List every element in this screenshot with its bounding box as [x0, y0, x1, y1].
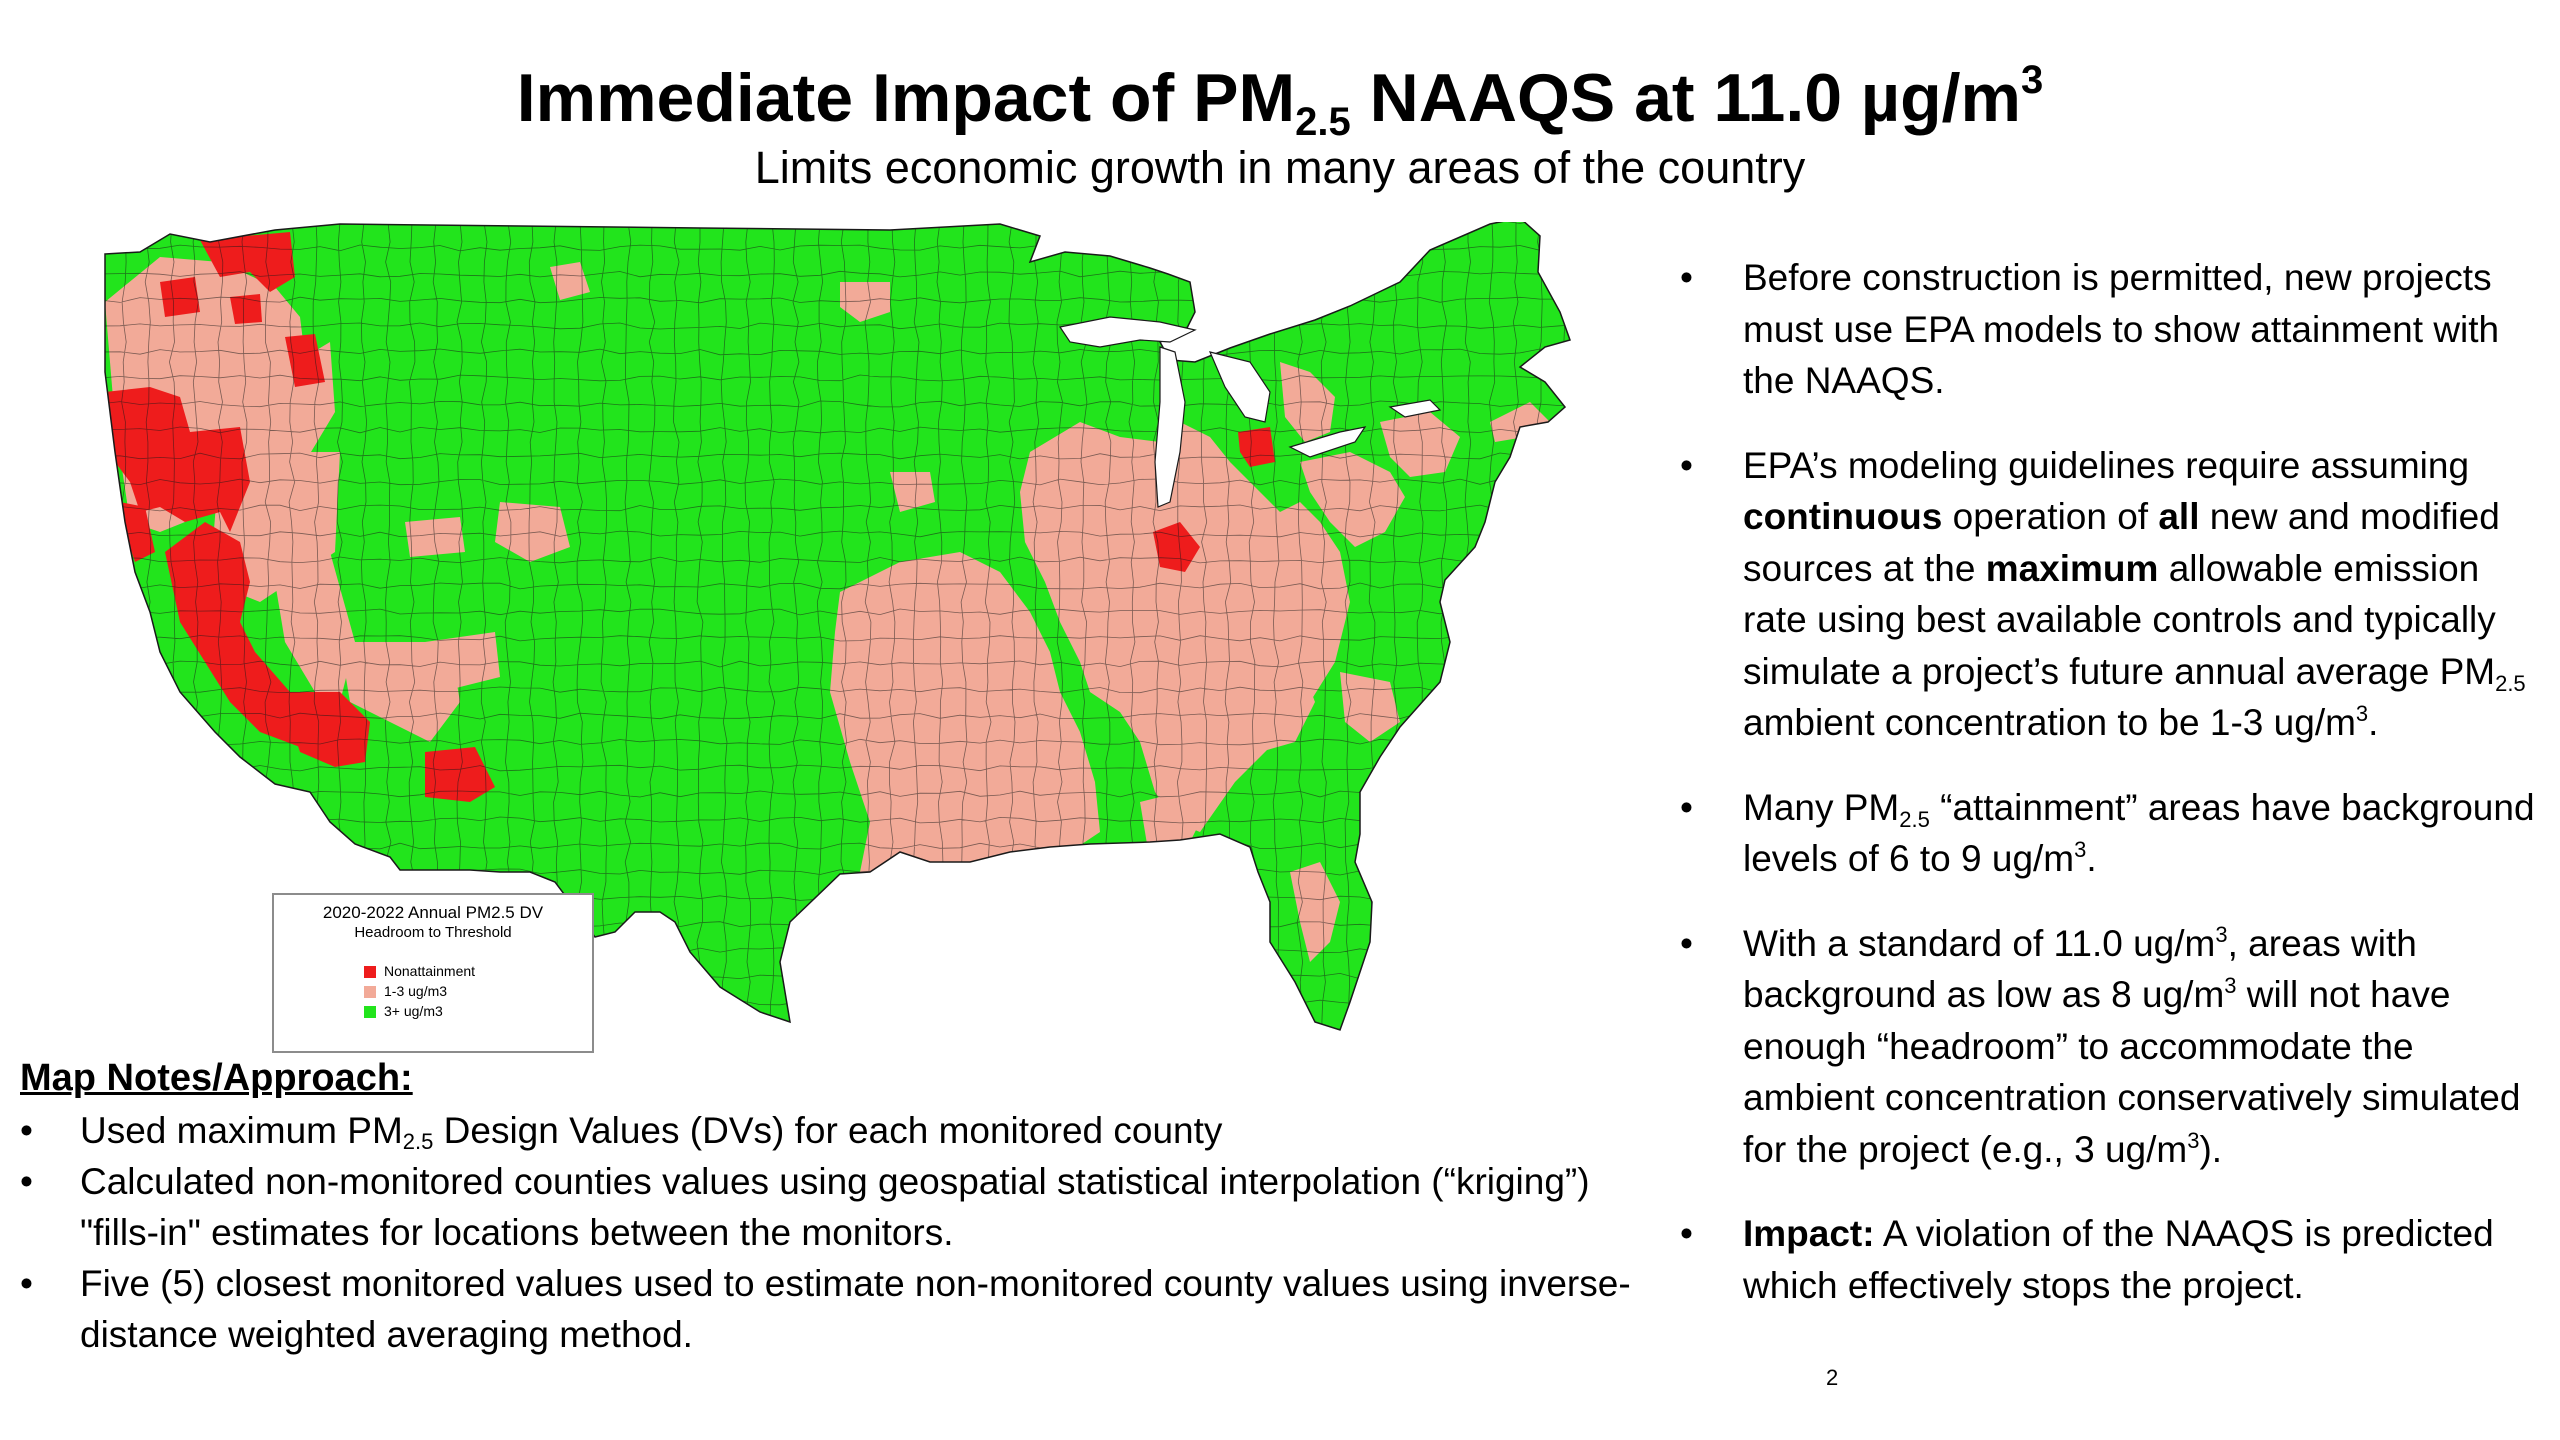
county-grid [105, 222, 1570, 1030]
region-pink-montana-patch [550, 262, 590, 300]
lake-ontario [1388, 399, 1442, 418]
region-pink-florida [1290, 862, 1340, 962]
legend-subtitle: Headroom to Threshold [354, 924, 512, 941]
bullet-modeling-guidelines: EPA’s modeling guidelines require assumi… [1678, 440, 2538, 749]
legend-item-1-3: 1-3 ug/m3 [364, 983, 447, 999]
lake-michigan [1154, 346, 1186, 508]
region-pink-colorado [495, 502, 570, 562]
region-red-washington-patch-1 [160, 277, 200, 317]
region-pink-kansas-small [890, 472, 935, 512]
region-pink-new-mexico [425, 632, 500, 692]
region-pink-arizona [340, 642, 460, 742]
lake-superior [1059, 316, 1197, 348]
region-pink-northeast-corridor [1490, 402, 1550, 442]
legend-item-nonattainment: Nonattainment [364, 963, 475, 979]
page-number: 2 [1826, 1365, 1839, 1390]
note-item: Five (5) closest monitored values used t… [20, 1258, 1640, 1360]
legend-swatch-green [364, 1006, 376, 1018]
region-pink-pennsylvania [1380, 412, 1460, 477]
region-red-central-valley [165, 522, 325, 747]
lake-erie [1288, 426, 1367, 458]
region-pink-wyoming-patch [405, 517, 465, 557]
lake-huron [1208, 351, 1271, 423]
key-points-list: Before construction is permitted, new pr… [1678, 252, 2538, 1344]
county-boundaries [105, 222, 1570, 1030]
region-red-oregon-california [105, 387, 250, 532]
region-red-idaho [285, 334, 325, 387]
region-pink-ohio-valley [1300, 452, 1405, 547]
legend-title: 2020-2022 Annual PM2.5 DV [322, 903, 544, 922]
region-pink-southeast [1210, 642, 1315, 752]
bullet-attainment-background: Many PM2.5 “attainment” areas have backg… [1678, 782, 2538, 885]
region-pink-nevada-south [270, 552, 355, 702]
legend-item-3-plus: 3+ ug/m3 [364, 1003, 443, 1019]
slide-subtitle: Limits economic growth in many areas of … [754, 142, 1806, 193]
region-red-southern-california [280, 692, 370, 767]
bullet-headroom: With a standard of 11.0 ug/m3, areas wit… [1678, 918, 2538, 1176]
great-lakes [1059, 316, 1442, 508]
note-item: Calculated non-monitored counties values… [20, 1156, 1640, 1258]
legend-swatch-red [364, 966, 376, 978]
map-notes: Map Notes/Approach: Used maximum PM2.5 D… [20, 1055, 1640, 1360]
notes-heading: Map Notes/Approach: [20, 1057, 413, 1099]
slide-title: Immediate Impact of PM2.5 NAAQS at 11.0 … [516, 58, 2044, 144]
note-item: Used maximum PM2.5 Design Values (DVs) f… [20, 1105, 1640, 1156]
region-red-houston [880, 872, 940, 937]
region-pink-north-dakota [840, 282, 890, 322]
region-red-chicago-area [1153, 522, 1200, 572]
legend-swatch-pink [364, 986, 376, 998]
bullet-impact: Impact: A violation of the NAAQS is pred… [1678, 1208, 2538, 1311]
notes-list: Used maximum PM2.5 Design Values (DVs) f… [20, 1105, 1640, 1360]
map-legend: 2020-2022 Annual PM2.5 DV Headroom to Th… [272, 893, 594, 1053]
region-red-california-coast [120, 502, 155, 562]
bullet-construction-permit: Before construction is permitted, new pr… [1678, 252, 2538, 407]
region-red-washington-patch-2 [230, 294, 262, 324]
